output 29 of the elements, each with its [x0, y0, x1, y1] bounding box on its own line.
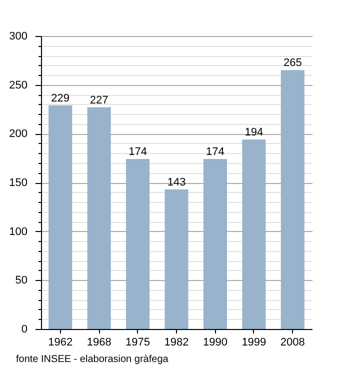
x-tick-label: 1968 — [86, 336, 112, 348]
bar — [48, 105, 72, 329]
x-tick-label: 1962 — [48, 336, 73, 348]
source-note: fonte INSEE - elaborasion gràfega — [16, 354, 168, 365]
y-tick-label: 300 — [9, 30, 28, 42]
x-tick-label: 1999 — [242, 336, 266, 348]
bar — [87, 107, 111, 329]
data-label: 227 — [90, 94, 108, 106]
y-tick-label: 200 — [9, 128, 28, 140]
x-tick-label: 1990 — [202, 336, 228, 348]
y-tick-label: 150 — [9, 177, 28, 189]
data-label: 143 — [167, 176, 186, 188]
bar — [164, 189, 188, 329]
data-label: 174 — [128, 146, 147, 158]
y-tick-label: 100 — [9, 226, 28, 238]
bar — [242, 140, 266, 329]
bar — [203, 159, 227, 329]
data-label: 229 — [51, 92, 70, 104]
y-tick-label: 50 — [15, 274, 28, 287]
y-tick-label: 250 — [9, 79, 28, 92]
data-label: 194 — [244, 126, 264, 139]
data-label: 174 — [206, 146, 224, 158]
x-tick-label: 2008 — [280, 336, 305, 348]
bar — [280, 70, 304, 329]
x-tick-label: 1982 — [164, 336, 189, 348]
data-label: 265 — [283, 57, 302, 70]
x-tick-label: 1975 — [126, 336, 150, 348]
y-tick-label: 0 — [21, 324, 28, 336]
bar — [126, 159, 150, 329]
